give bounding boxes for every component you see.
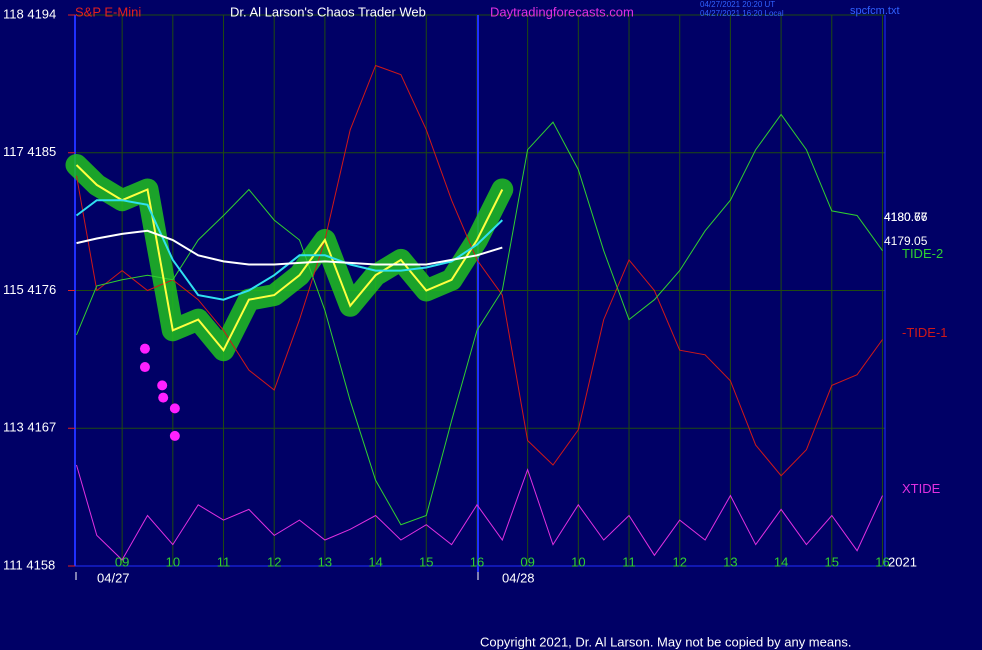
date-label: 04/28: [502, 570, 535, 585]
series-line: [76, 64, 883, 477]
site-url: Daytradingforecasts.com: [490, 4, 634, 19]
year-label: 2021: [888, 554, 917, 569]
point: [169, 403, 180, 414]
series-label: -TIDE-1: [902, 325, 948, 340]
point: [157, 380, 168, 391]
symbol: S&P E-Mini: [75, 4, 141, 19]
x-tick-label: 16: [470, 554, 484, 569]
copyright: Copyright 2021, Dr. Al Larson. May not b…: [480, 634, 851, 649]
x-tick-label: 12: [672, 554, 686, 569]
x-tick-label: 14: [774, 554, 788, 569]
x-tick-label: 09: [115, 554, 129, 569]
y-tick-label: 113 4167: [3, 420, 56, 435]
x-tick-label: 14: [368, 554, 382, 569]
series-label: XTIDE: [902, 481, 941, 496]
series-line: [75, 199, 503, 301]
plot: [65, 64, 883, 561]
site-title: Dr. Al Larson's Chaos Trader Web: [230, 4, 426, 19]
x-tick-label: 09: [520, 554, 534, 569]
y-tick-label: 115 4176: [3, 282, 56, 297]
series-label: TIDE-2: [902, 246, 943, 261]
x-tick-label: 11: [217, 554, 231, 569]
point: [158, 392, 169, 403]
price-label: 4180.66: [884, 210, 928, 224]
price-label: 4180.77: [884, 210, 928, 224]
x-tick-label: 10: [166, 554, 180, 569]
series-line: [76, 113, 883, 526]
price-label: 4179.05: [884, 234, 928, 248]
series-line: [76, 464, 883, 561]
series-line: [75, 164, 504, 353]
y-tick-label: 118 4194: [3, 6, 56, 21]
y-tick-label: 111 4158: [3, 557, 55, 572]
point: [139, 362, 150, 373]
x-tick-label: 11: [622, 554, 636, 569]
x-tick-label: 15: [825, 554, 839, 569]
y-tick-label: 117 4185: [3, 144, 56, 159]
x-tick-label: 13: [723, 554, 737, 569]
file-name: spcfcm.txt: [850, 5, 900, 17]
point: [139, 343, 150, 354]
x-tick-label: 12: [267, 554, 281, 569]
series-line: [76, 229, 503, 266]
time-local: 04/27/2021 16:20 Local: [700, 9, 784, 18]
time-ut: 04/27/2021 20:20 UT: [700, 0, 775, 9]
x-tick-label: 13: [318, 554, 332, 569]
x-tick-label: 15: [419, 554, 433, 569]
x-tick-label: 10: [571, 554, 585, 569]
date-label: 04/27: [97, 570, 130, 585]
point: [169, 430, 180, 441]
x-tick-label: 16: [875, 554, 889, 569]
